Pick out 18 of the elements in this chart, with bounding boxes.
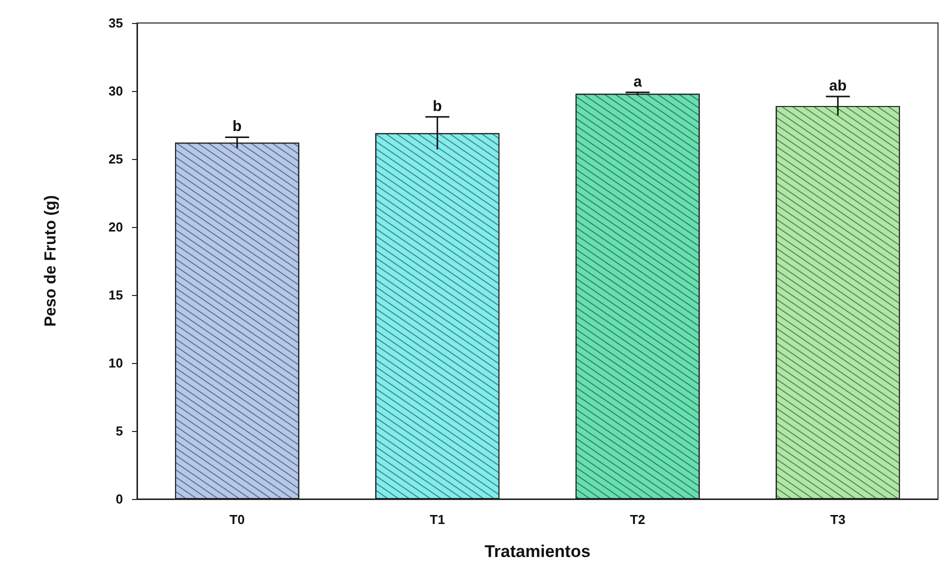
y-tick-label: 30: [108, 84, 123, 98]
annotation: a: [633, 73, 642, 90]
x-axis-title: Tratamientos: [484, 542, 590, 561]
annotation: b: [432, 98, 442, 115]
y-tick-label: 25: [108, 152, 123, 166]
x-tick-label: T1: [430, 512, 445, 527]
x-tick-label: T2: [630, 512, 646, 527]
y-tick-label: 15: [108, 288, 123, 302]
y-axis-title: Peso de Fruto (g): [42, 195, 60, 327]
annotation: ab: [829, 77, 847, 94]
y-tick-label: 10: [108, 356, 123, 370]
annotation: b: [232, 118, 242, 136]
y-tick-label: 35: [108, 16, 123, 30]
y-tick-label: 20: [108, 220, 123, 234]
x-tick-label: T3: [830, 512, 846, 527]
y-tick-label: 0: [116, 492, 123, 506]
y-tick-label: 5: [116, 424, 123, 438]
x-tick-label: T0: [230, 512, 245, 527]
